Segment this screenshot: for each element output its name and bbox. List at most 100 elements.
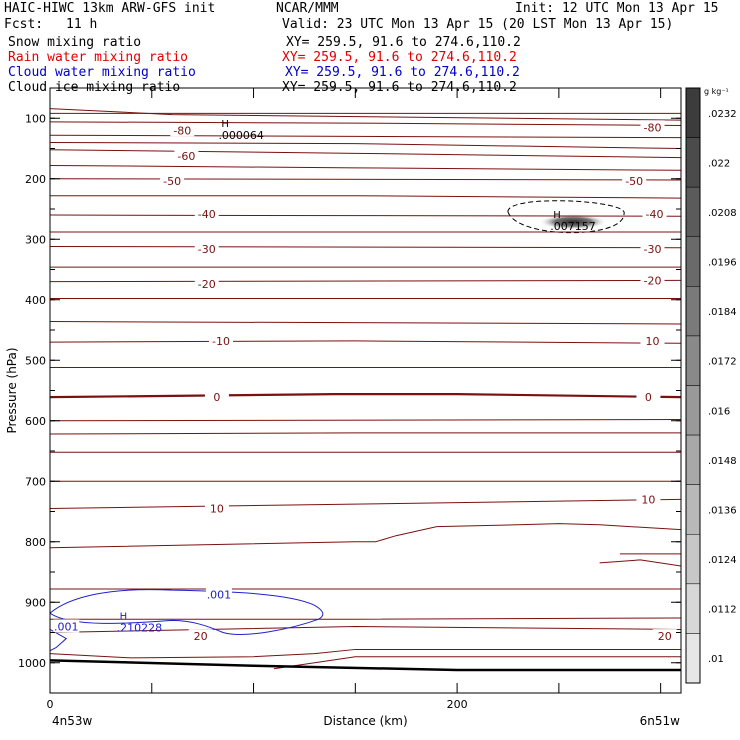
isotherm-label-bg: [652, 629, 677, 643]
isotherm-label: 0: [645, 391, 652, 404]
isotherm-label-bg: [640, 273, 665, 287]
colorbar-swatch: [685, 484, 701, 535]
colorbar-label: .0136: [708, 505, 737, 516]
cloud-water-contour: [50, 629, 68, 652]
colorbar-label: .0172: [708, 357, 737, 368]
isotherm-line: [50, 108, 681, 121]
isotherm-line: [50, 279, 681, 283]
colorbar-swatch: [685, 137, 701, 188]
colorbar-swatch: [685, 236, 701, 287]
isotherm-line: [50, 648, 681, 659]
isotherm-label-bg: [204, 501, 229, 515]
field-rain-label: Rain water mixing ratio: [8, 50, 189, 65]
isotherm-label: 10: [641, 493, 655, 506]
isotherm-label: 10: [210, 502, 224, 515]
colorbar-swatch: [685, 286, 701, 337]
colorbar-swatch: [685, 434, 701, 485]
x-tick-label: 0: [47, 698, 54, 711]
isotherm-label: 0: [213, 391, 220, 404]
isotherm-label: -20: [644, 274, 662, 287]
y-tick-label: 400: [25, 294, 46, 307]
field-cloudwater-xy: XY= 259.5, 91.6 to 274.6,110.2: [285, 65, 520, 80]
isotherm-label-bg: [642, 206, 667, 220]
isotherm-line: [50, 195, 681, 199]
contour-layer: [50, 108, 681, 672]
x-start-label: 4n53w: [52, 714, 93, 728]
isotherm-line: [50, 164, 681, 171]
fcst-label: Fcst:: [4, 17, 44, 32]
y-tick-label: 600: [25, 415, 46, 428]
y-tick-label: 700: [25, 475, 46, 488]
isotherm-label-bg: [174, 148, 199, 162]
isotherm-label: -50: [163, 175, 181, 188]
maximum-value: .007157: [550, 220, 596, 233]
isotherm-line: [50, 121, 681, 127]
colorbar-swatch: [685, 633, 701, 684]
colorbar-swatch: [685, 385, 701, 436]
isotherm-line: [50, 498, 681, 509]
isotherm-label: 10: [646, 335, 660, 348]
colorbar-label: .0124: [708, 555, 737, 566]
isotherm-label-bg: [160, 174, 185, 188]
isotherm-line: [50, 617, 681, 620]
cloud-water-label-bg: [53, 619, 80, 633]
isotherm-label-bg: [640, 241, 665, 255]
isotherm-label-bg: [188, 629, 213, 643]
isotherm-label: -40: [198, 208, 216, 221]
field-snow-label: Snow mixing ratio: [8, 35, 142, 50]
isotherm-line: [50, 419, 681, 422]
colorbar-swatch: [685, 87, 701, 138]
cloud-water-label: .001: [207, 588, 232, 601]
isotherm-line: [50, 178, 681, 181]
y-axis-title: Pressure (hPa): [5, 347, 19, 433]
isotherm-zero-line: [50, 393, 681, 399]
cloud-ice-shading: [538, 213, 607, 230]
isotherm-line: [50, 134, 681, 139]
isotherm-label-bg: [204, 390, 229, 404]
colorbar-label: .0148: [708, 456, 737, 467]
cloud-ice-contour: [507, 200, 625, 234]
isotherm-label: -80: [173, 124, 191, 137]
y-tick-label: 300: [25, 233, 46, 246]
cloud-water-contour: [50, 589, 324, 635]
colorbar-swatch: [685, 186, 701, 238]
colorbar-swatch: [685, 335, 701, 386]
isotherm-label: -40: [646, 208, 664, 221]
isotherm-label-bg: [194, 241, 219, 255]
cloud-water-label-bg: [205, 587, 232, 601]
colorbar-swatch: [685, 583, 701, 634]
isotherm-label-bg: [622, 174, 647, 188]
y-tick-label: 500: [25, 354, 46, 367]
colorbar-units: g kg⁻¹: [704, 87, 729, 96]
isotherm-label-bg: [194, 206, 219, 220]
colorbar-label: .016: [708, 406, 730, 417]
colorbar-label: .0232: [708, 109, 737, 120]
cloud-water-label: .001: [54, 620, 79, 633]
isotherm-label: -50: [625, 175, 643, 188]
isotherm-label: -20: [198, 278, 216, 291]
isotherm-label-bg: [636, 492, 661, 506]
isotherm-label-bg: [640, 333, 665, 347]
colorbar-border: [685, 87, 701, 684]
valid-time: Valid: 23 UTC Mon 13 Apr 15 (20 LST Mon …: [282, 17, 674, 32]
isotherm-label: -30: [198, 243, 216, 256]
colorbar-swatch: [685, 534, 701, 585]
y-tick-label: 900: [25, 596, 46, 609]
colorbar: .0232 .022 .0208 .0196 .0184 .0172 .016 .0148 .0…: [685, 87, 737, 684]
isotherm-label: 20: [194, 630, 208, 643]
isotherm-line: [50, 321, 681, 325]
x-end-label: 6n51w: [640, 714, 681, 728]
field-rain-xy: XY= 259.5, 91.6 to 274.6,110.2: [282, 50, 517, 65]
maximum-marker: H: [221, 119, 229, 130]
field-cloudwater-label: Cloud water mixing ratio: [8, 65, 196, 80]
maximum-marker: H: [120, 612, 128, 623]
maximum-value: .210228: [117, 622, 163, 635]
isotherm-label-bg: [636, 390, 661, 404]
isotherm-label: -60: [177, 150, 195, 163]
y-tick-label: 200: [25, 173, 46, 186]
maximum-marker: H: [553, 210, 561, 221]
isotherm-line: [50, 432, 681, 435]
y-tick-label: 1000: [18, 657, 46, 670]
